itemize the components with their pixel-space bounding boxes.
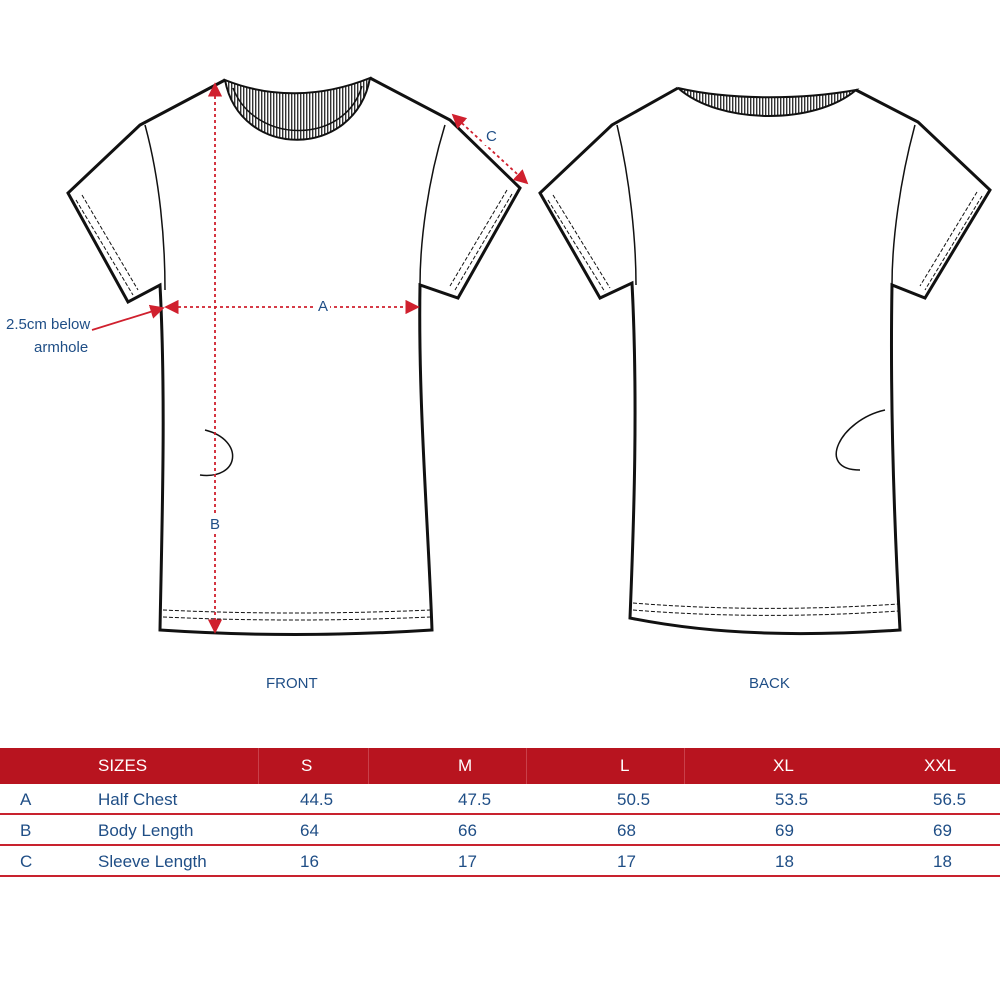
header-sizes: SIZES: [98, 756, 148, 775]
header-s: S: [301, 756, 313, 775]
row-key: B: [20, 821, 32, 840]
row-key: C: [20, 852, 33, 871]
measure-a-label: A: [318, 298, 329, 315]
table-row: C Sleeve Length 16 17 17 18 18: [0, 846, 1000, 877]
row-key: A: [20, 790, 32, 809]
cell: 47.5: [458, 790, 492, 809]
note-line1: 2.5cm below: [6, 316, 91, 333]
cell: 69: [933, 821, 952, 840]
back-label: BACK: [749, 675, 790, 692]
row-name: Body Length: [98, 821, 194, 840]
note-arrow: [91, 304, 165, 331]
cell: 18: [933, 852, 952, 871]
measure-c-label: C: [486, 128, 497, 145]
header-xl: XL: [773, 756, 794, 775]
row-name: Sleeve Length: [98, 852, 207, 871]
table-row: B Body Length 64 66 68 69 69: [0, 815, 1000, 846]
header-m: M: [458, 756, 473, 775]
header-xxl: XXL: [924, 756, 957, 775]
cell: 69: [775, 821, 794, 840]
row-name: Half Chest: [98, 790, 178, 809]
cell: 18: [775, 852, 794, 871]
cell: 66: [458, 821, 477, 840]
table-row: A Half Chest 44.5 47.5 50.5 53.5 56.5: [0, 784, 1000, 815]
cell: 44.5: [300, 790, 334, 809]
table-header: SIZES S M L XL XXL: [0, 748, 1000, 784]
cell: 16: [300, 852, 319, 871]
measurement-lines: [91, 82, 529, 634]
cell: 68: [617, 821, 636, 840]
measure-c: [451, 113, 529, 185]
header-l: L: [620, 756, 630, 775]
cell: 17: [458, 852, 477, 871]
measure-b-label: B: [210, 516, 221, 533]
size-table: SIZES S M L XL XXL A Half Chest 44.5 47.…: [0, 748, 1000, 877]
note-line2: armhole: [34, 339, 89, 356]
cell: 53.5: [775, 790, 809, 809]
cell: 17: [617, 852, 636, 871]
cell: 56.5: [933, 790, 967, 809]
back-tshirt: [538, 86, 992, 636]
front-label: FRONT: [266, 675, 318, 692]
cell: 64: [300, 821, 319, 840]
front-tshirt: [66, 76, 522, 636]
cell: 50.5: [617, 790, 651, 809]
garment-illustration: [66, 76, 992, 636]
